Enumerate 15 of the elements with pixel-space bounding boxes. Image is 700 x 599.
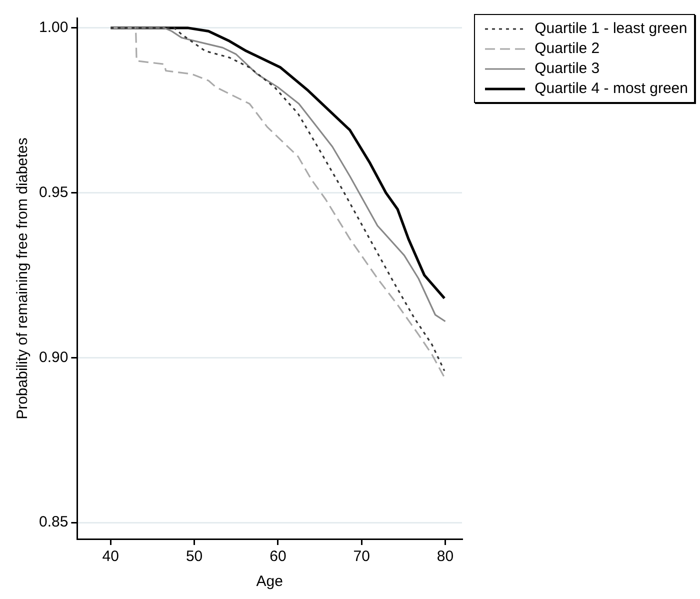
y-tick-label: 0.95 (38, 184, 68, 201)
y-tick-label: 1.00 (38, 19, 68, 36)
x-tick-label: 40 (102, 548, 119, 566)
legend-label: Quartile 2 (534, 39, 600, 59)
legend-label: Quartile 4 - most green (534, 79, 688, 99)
y-tick-label: 0.85 (38, 514, 68, 531)
x-tick-label: 80 (436, 548, 454, 566)
x-tick-label: 50 (186, 548, 203, 566)
legend-label: Quartile 1 - least green (534, 19, 688, 39)
legend-label: Quartile 3 (534, 59, 600, 79)
x-axis-title: Age (256, 573, 283, 590)
y-tick-label: 0.90 (38, 348, 68, 366)
y-axis-title: Probability of remaining free from diabetes (14, 138, 32, 420)
x-tick-label: 70 (353, 548, 370, 566)
x-tick-label: 60 (270, 548, 286, 566)
